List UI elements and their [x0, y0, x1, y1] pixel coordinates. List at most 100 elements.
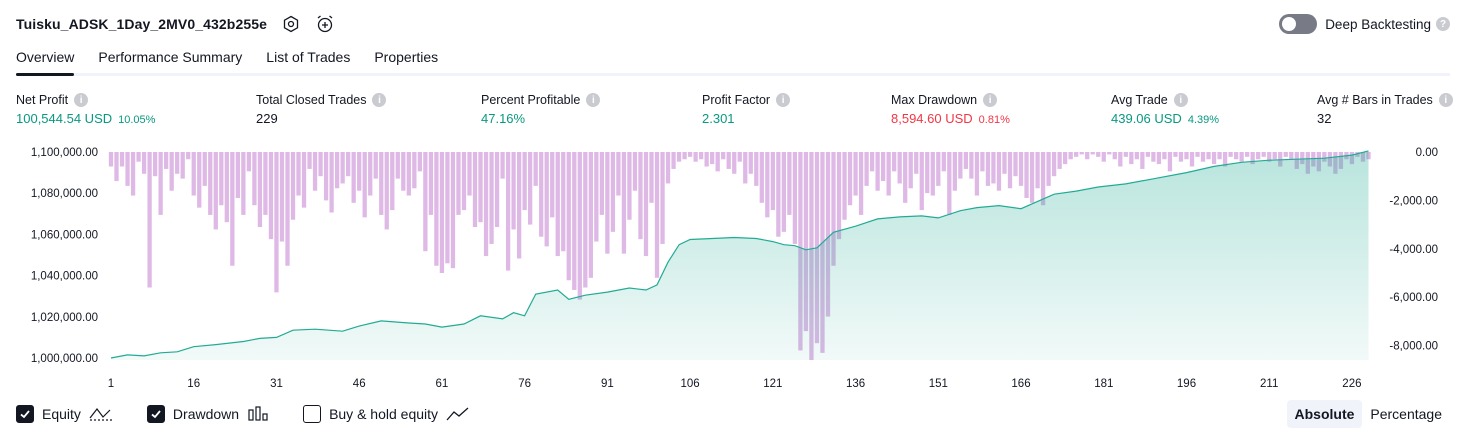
- tab-list-of-trades[interactable]: List of Trades: [266, 49, 351, 65]
- help-icon[interactable]: i: [1438, 93, 1453, 107]
- drawdown-bar: [373, 152, 378, 179]
- drawdown-bar: [202, 152, 207, 186]
- alarm-clock-plus-icon[interactable]: [315, 14, 335, 34]
- equity-checkbox[interactable]: [16, 405, 34, 423]
- drawdown-bar: [1245, 152, 1250, 157]
- tab-performance-summary[interactable]: Performance Summary: [98, 49, 243, 65]
- drawdown-bar: [406, 152, 411, 196]
- drawdown-bar: [279, 152, 285, 242]
- x-axis-tick: 121: [763, 378, 782, 390]
- metric-value: 47.16%: [481, 111, 526, 126]
- drawdown-bar: [654, 152, 660, 278]
- drawdown-bar: [660, 152, 665, 244]
- drawdown-checkbox[interactable]: [146, 405, 165, 423]
- help-icon[interactable]: i: [74, 93, 89, 107]
- equity-line-icon: [89, 406, 113, 422]
- x-axis-tick: 226: [1342, 378, 1361, 390]
- help-icon[interactable]: ?: [1436, 17, 1450, 31]
- drawdown-bar: [224, 152, 229, 223]
- equity-drawdown-chart[interactable]: 1,000,000.00 1,020,000.00 1,040,000.00 1,06…: [0, 140, 1466, 395]
- drawdown-bar: [1057, 152, 1062, 169]
- x-axis-tick: 91: [601, 378, 614, 390]
- drawdown-bar: [1118, 152, 1123, 167]
- drawdown-bar: [759, 152, 764, 203]
- metric-label: Max Drawdown: [891, 93, 978, 107]
- drawdown-bar: [186, 152, 191, 160]
- drawdown-bar: [1018, 152, 1024, 186]
- drawdown-bar: [158, 152, 163, 215]
- metric-percent: 10.05%: [118, 114, 156, 126]
- drawdown-bar: [136, 152, 141, 162]
- legend-drawdown[interactable]: Drawdown: [146, 405, 269, 423]
- drawdown-bar: [428, 152, 434, 215]
- drawdown-bar: [1096, 152, 1101, 157]
- drawdown-bar: [632, 152, 638, 191]
- drawdown-bar: [748, 152, 753, 174]
- drawdown-bar: [710, 152, 715, 165]
- left-axis-tick: 1,000,000.00: [31, 353, 98, 365]
- drawdown-bar: [417, 152, 422, 172]
- help-icon[interactable]: i: [372, 93, 387, 107]
- drawdown-bar: [230, 152, 235, 266]
- drawdown-bar: [1085, 152, 1090, 160]
- drawdown-bar: [1322, 152, 1327, 162]
- x-axis-tick: 211: [1260, 378, 1278, 390]
- drawdown-bar: [379, 152, 384, 215]
- drawdown-bar: [594, 152, 599, 242]
- drawdown-bar: [1007, 152, 1013, 189]
- help-icon[interactable]: i: [776, 93, 791, 107]
- metric-value: 2.301: [702, 111, 735, 126]
- tab-properties[interactable]: Properties: [374, 49, 439, 65]
- drawdown-bar: [423, 152, 428, 252]
- drawdown-bar: [528, 152, 533, 225]
- drawdown-bar: [963, 152, 969, 169]
- legend-label: Equity: [42, 406, 81, 422]
- percentage-button[interactable]: Percentage: [1370, 406, 1442, 422]
- drawdown-bar: [213, 152, 218, 230]
- right-axis-tick: 0.00: [1416, 147, 1438, 159]
- drawdown-bar: [1195, 152, 1200, 157]
- drawdown-bar: [1184, 152, 1189, 160]
- tab-overview[interactable]: Overview: [16, 44, 75, 76]
- drawdown-bar: [351, 152, 356, 203]
- help-icon[interactable]: i: [1173, 93, 1188, 107]
- drawdown-bar: [649, 152, 654, 203]
- drawdown-bar: [516, 152, 522, 259]
- metric-label: Net Profit: [16, 93, 69, 107]
- drawdown-bar: [980, 152, 985, 172]
- drawdown-bar: [445, 152, 450, 264]
- buy-hold-checkbox[interactable]: [303, 405, 322, 423]
- gear-icon[interactable]: [281, 14, 301, 34]
- help-icon[interactable]: i: [983, 93, 998, 107]
- drawdown-bar: [312, 152, 318, 191]
- drawdown-bar: [610, 152, 616, 232]
- drawdown-bar: [754, 152, 759, 186]
- drawdown-bar: [925, 152, 930, 194]
- help-icon[interactable]: i: [586, 93, 601, 107]
- drawdown-bar: [467, 152, 472, 196]
- drawdown-bar: [930, 152, 935, 196]
- drawdown-bar: [721, 152, 726, 160]
- x-axis-tick: 196: [1177, 378, 1196, 390]
- drawdown-bar: [1228, 152, 1233, 157]
- right-axis: 0.00 -2,000.00 -4,000.00 -6,000.00 -8,000.00: [1389, 147, 1438, 353]
- drawdown-bar: [947, 152, 952, 215]
- drawdown-bar: [914, 152, 919, 174]
- legend-equity[interactable]: Equity: [16, 405, 113, 423]
- drawdown-bar: [550, 152, 555, 218]
- drawdown-bar: [334, 152, 340, 189]
- drawdown-bar: [1107, 152, 1112, 155]
- drawdown-bar: [175, 152, 180, 174]
- legend-buy-hold[interactable]: Buy & hold equity: [303, 405, 470, 423]
- drawdown-bar: [1283, 152, 1288, 157]
- metric-label: Total Closed Trades: [256, 93, 367, 107]
- metric-label: Avg # Bars in Trades: [1317, 93, 1433, 107]
- deep-backtesting-toggle[interactable]: [1279, 14, 1318, 34]
- drawdown-bar: [494, 152, 500, 228]
- left-axis-tick: 1,100,000.00: [31, 147, 98, 159]
- drawdown-bar: [1211, 152, 1217, 165]
- left-axis-tick: 1,020,000.00: [31, 312, 98, 324]
- drawdown-bar: [252, 152, 257, 206]
- absolute-button[interactable]: Absolute: [1286, 400, 1363, 428]
- x-axis-tick: 166: [1011, 378, 1030, 390]
